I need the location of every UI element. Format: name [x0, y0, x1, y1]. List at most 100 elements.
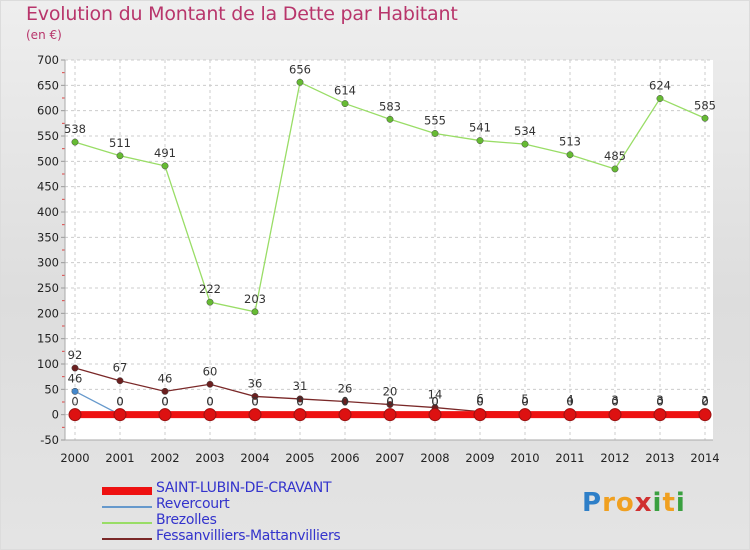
data-label-saint-lubin-de-cravant: 0 — [296, 395, 303, 409]
data-label-revercourt: 0 — [656, 395, 663, 409]
point-fessanvilliers-mattanvilliers — [341, 398, 349, 405]
y-tick-label: 550 — [37, 129, 59, 143]
point-brezolles — [341, 100, 349, 108]
point-saint-lubin-de-cravant — [293, 408, 307, 422]
x-tick-label: 2004 — [240, 451, 269, 465]
point-saint-lubin-de-cravant — [68, 408, 82, 422]
data-label-brezolles: 534 — [514, 124, 536, 138]
data-label-brezolles: 511 — [109, 136, 131, 150]
point-fessanvilliers-mattanvilliers — [386, 401, 394, 408]
legend-swatch — [102, 487, 152, 495]
data-label-fessanvilliers-mattanvilliers: 46 — [158, 371, 173, 385]
point-brezolles — [116, 152, 124, 160]
data-label-saint-lubin-de-cravant: 0 — [206, 395, 213, 409]
point-brezolles — [251, 308, 259, 316]
data-label-revercourt: 0 — [476, 395, 483, 409]
point-saint-lubin-de-cravant — [113, 408, 127, 422]
x-tick-label: 2001 — [105, 451, 134, 465]
logo-letter: t — [662, 488, 676, 518]
point-brezolles — [611, 165, 619, 173]
data-label-revercourt: 0 — [386, 395, 393, 409]
legend-label: Revercourt — [156, 496, 230, 512]
legend-swatch — [102, 538, 152, 540]
x-tick-label: 2013 — [645, 451, 674, 465]
logo-letter: o — [615, 488, 635, 518]
y-tick-label: 0 — [52, 408, 59, 422]
point-saint-lubin-de-cravant — [563, 408, 577, 422]
data-label-fessanvilliers-mattanvilliers: 92 — [68, 348, 83, 362]
data-label-revercourt: 0 — [521, 395, 528, 409]
data-label-fessanvilliers-mattanvilliers: 3 — [611, 393, 618, 407]
data-label-brezolles: 203 — [244, 292, 266, 306]
point-fessanvilliers-mattanvilliers — [251, 392, 259, 400]
data-label-saint-lubin-de-cravant: 0 — [656, 395, 663, 409]
data-label-brezolles: 485 — [604, 149, 626, 163]
logo-letter: i — [675, 488, 686, 518]
chart-subtitle: (en €) — [26, 28, 62, 42]
data-label-fessanvilliers-mattanvilliers: 3 — [656, 393, 663, 407]
data-label-fessanvilliers-mattanvilliers: 5 — [521, 392, 528, 406]
data-label-revercourt: 0 — [116, 395, 123, 409]
data-label-revercourt: 0 — [431, 395, 438, 409]
data-label-fessanvilliers-mattanvilliers: 31 — [293, 379, 308, 393]
logo-letter: P — [582, 488, 603, 518]
data-label-fessanvilliers-mattanvilliers: 20 — [383, 385, 398, 399]
point-fessanvilliers-mattanvilliers — [116, 377, 124, 385]
data-label-saint-lubin-de-cravant: 0 — [386, 395, 393, 409]
point-saint-lubin-de-cravant — [518, 408, 532, 422]
point-brezolles — [431, 130, 439, 137]
data-label-revercourt: 0 — [611, 395, 618, 409]
data-label-brezolles: 491 — [154, 146, 176, 160]
data-label-saint-lubin-de-cravant: 0 — [521, 395, 528, 409]
chart-title: Evolution du Montant de la Dette par Hab… — [26, 3, 458, 25]
x-tick-label: 2011 — [555, 451, 584, 465]
point-brezolles — [656, 95, 664, 102]
x-tick-label: 2014 — [690, 451, 719, 465]
data-label-brezolles: 656 — [289, 62, 311, 76]
legend-label: Fessanvilliers-Mattanvilliers — [156, 528, 341, 544]
legend-label: SAINT-LUBIN-DE-CRAVANT — [156, 480, 332, 496]
point-saint-lubin-de-cravant — [338, 408, 352, 422]
point-brezolles — [386, 115, 394, 123]
y-tick-label: 50 — [44, 382, 59, 396]
plot-area — [65, 60, 713, 440]
data-label-saint-lubin-de-cravant: 0 — [116, 395, 123, 409]
data-label-brezolles: 513 — [559, 135, 581, 149]
y-tick-label: -50 — [40, 433, 59, 447]
point-revercourt — [71, 387, 79, 395]
x-tick-label: 2009 — [465, 451, 494, 465]
data-label-saint-lubin-de-cravant: 0 — [251, 395, 258, 409]
legend-label: Brezolles — [156, 512, 217, 528]
x-tick-label: 2008 — [420, 451, 449, 465]
y-tick-label: 350 — [37, 230, 59, 244]
x-tick-label: 2003 — [195, 451, 224, 465]
data-label-saint-lubin-de-cravant: 0 — [161, 395, 168, 409]
data-label-saint-lubin-de-cravant: 0 — [476, 395, 483, 409]
point-brezolles — [296, 78, 304, 86]
point-fessanvilliers-mattanvilliers — [206, 380, 214, 388]
y-tick-label: 450 — [37, 180, 59, 194]
data-label-brezolles: 583 — [379, 99, 401, 113]
point-saint-lubin-de-cravant — [203, 408, 217, 422]
point-brezolles — [476, 137, 484, 145]
data-label-revercourt: 46 — [68, 371, 83, 385]
data-label-fessanvilliers-mattanvilliers: 6 — [476, 392, 483, 406]
data-label-brezolles: 585 — [694, 98, 716, 112]
x-tick-label: 2006 — [330, 451, 359, 465]
point-brezolles — [701, 114, 709, 122]
point-saint-lubin-de-cravant — [383, 408, 397, 422]
data-label-fessanvilliers-mattanvilliers: 2 — [701, 394, 708, 408]
y-tick-label: 650 — [37, 78, 59, 92]
data-label-saint-lubin-de-cravant: 0 — [341, 395, 348, 409]
y-tick-label: 150 — [37, 332, 59, 346]
y-tick-label: 600 — [37, 104, 59, 118]
data-label-revercourt: 0 — [341, 395, 348, 409]
x-tick-label: 2010 — [510, 451, 539, 465]
y-tick-label: 300 — [37, 256, 59, 270]
data-label-brezolles: 555 — [424, 113, 446, 127]
point-brezolles — [206, 298, 214, 306]
series-lines — [68, 78, 712, 422]
data-label-fessanvilliers-mattanvilliers: 26 — [338, 381, 353, 395]
data-label-fessanvilliers-mattanvilliers: 14 — [428, 388, 443, 402]
data-label-brezolles: 614 — [334, 84, 356, 98]
